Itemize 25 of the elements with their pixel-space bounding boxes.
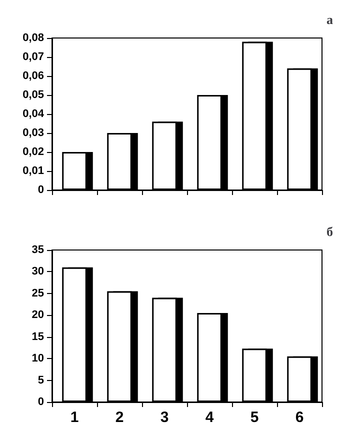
- x-tick-label: 3: [160, 409, 169, 426]
- chart-title: б: [326, 224, 334, 239]
- x-tick-label: 5: [250, 409, 259, 426]
- y-tick-label: 20: [32, 309, 44, 322]
- y-tick-label: 0,08: [22, 32, 44, 44]
- y-tick-label: 35: [32, 244, 44, 256]
- y-tick-label: 10: [32, 352, 44, 365]
- x-tick-label: 1: [70, 409, 79, 426]
- y-tick-label: 15: [32, 330, 44, 343]
- y-tick-label: 0: [38, 184, 44, 196]
- y-tick-label: 0,03: [22, 127, 44, 139]
- y-tick-label: 30: [32, 266, 44, 278]
- y-tick-label: 25: [32, 287, 44, 300]
- y-tick-label: 0,06: [22, 70, 44, 82]
- y-tick-label: 0: [38, 396, 44, 408]
- y-tick-label: 0,01: [22, 165, 44, 177]
- y-tick-label: 0,04: [22, 108, 45, 120]
- x-tick-label: 2: [115, 409, 124, 426]
- x-tick-label: 4: [205, 409, 214, 426]
- y-tick-label: 0,07: [22, 51, 44, 63]
- y-tick-label: 0,02: [22, 146, 44, 158]
- x-tick-label: 6: [295, 409, 304, 426]
- y-tick-label: 0,05: [22, 89, 44, 101]
- chart-title: а: [326, 12, 334, 27]
- y-tick-label: 5: [38, 374, 44, 386]
